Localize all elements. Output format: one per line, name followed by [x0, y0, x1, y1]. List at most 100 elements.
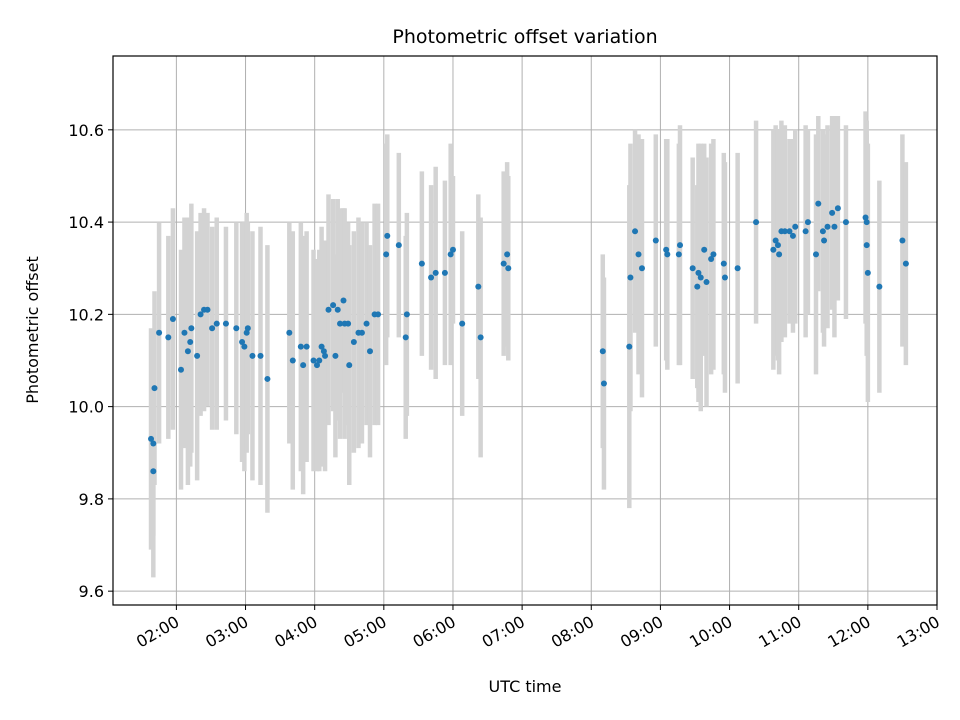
- data-point: [829, 209, 836, 216]
- data-point: [209, 325, 216, 332]
- y-tick-label: 10.4: [68, 213, 104, 232]
- data-point: [459, 320, 466, 327]
- x-tick-label: 02:00: [133, 612, 182, 652]
- data-point: [286, 329, 293, 336]
- data-point: [635, 251, 642, 258]
- y-tick-label: 10.0: [68, 398, 104, 417]
- data-point: [862, 214, 869, 221]
- x-axis-label: UTC time: [489, 677, 562, 696]
- data-point: [815, 200, 822, 207]
- data-point: [504, 251, 511, 258]
- data-point: [241, 343, 248, 350]
- data-point: [776, 251, 783, 258]
- data-point: [834, 205, 841, 212]
- data-point: [243, 329, 250, 336]
- data-point: [300, 362, 307, 369]
- data-point: [599, 348, 606, 355]
- data-point: [345, 320, 352, 327]
- data-point: [477, 334, 484, 341]
- data-point: [824, 223, 831, 230]
- data-point: [222, 320, 229, 327]
- data-point: [257, 352, 264, 359]
- data-point: [213, 320, 220, 327]
- data-point: [821, 237, 828, 244]
- data-point: [703, 279, 710, 286]
- data-point: [812, 251, 819, 258]
- data-point: [899, 237, 906, 244]
- data-point: [366, 348, 373, 355]
- data-point: [638, 265, 645, 272]
- data-point: [150, 440, 157, 447]
- data-point: [148, 435, 155, 442]
- data-point: [772, 237, 779, 244]
- data-point: [449, 246, 456, 253]
- data-point: [313, 362, 320, 369]
- data-point: [689, 265, 696, 272]
- x-tick-label: 07:00: [479, 612, 528, 652]
- data-point: [150, 468, 157, 475]
- data-point: [340, 297, 347, 304]
- data-point: [363, 320, 370, 327]
- data-point: [320, 348, 327, 355]
- data-point: [697, 274, 704, 281]
- data-point: [441, 269, 448, 276]
- data-point: [652, 237, 659, 244]
- data-point: [600, 380, 607, 387]
- y-tick-label: 9.6: [79, 582, 104, 601]
- data-point: [297, 343, 304, 350]
- data-point: [792, 223, 799, 230]
- x-axis: 02:00 03:00 04:00 05:00 06:00 07:00 08:00 09:00…: [133, 605, 943, 652]
- data-point: [902, 260, 909, 267]
- data-point: [786, 228, 793, 235]
- data-point: [358, 329, 365, 336]
- data-point: [322, 352, 329, 359]
- data-point: [627, 274, 634, 281]
- data-point: [325, 306, 332, 313]
- x-tick-label: 12:00: [824, 612, 873, 652]
- y-tick-label: 10.2: [68, 305, 104, 324]
- errorbars: [148, 111, 909, 578]
- data-point: [402, 334, 409, 341]
- data-point: [337, 320, 344, 327]
- data-point: [194, 352, 201, 359]
- data-point: [863, 242, 870, 249]
- y-tick-label: 9.8: [79, 490, 104, 509]
- data-point: [677, 242, 684, 249]
- data-point: [626, 343, 633, 350]
- plot-frame: [112, 55, 938, 606]
- data-point: [734, 265, 741, 272]
- data-point: [842, 219, 849, 226]
- data-point: [249, 352, 256, 359]
- data-point: [346, 362, 353, 369]
- data-point: [695, 269, 702, 276]
- data-point: [332, 352, 339, 359]
- data-point: [403, 311, 410, 318]
- data-point: [188, 325, 195, 332]
- data-point: [675, 251, 682, 258]
- data-point: [316, 357, 323, 364]
- data-point: [239, 339, 246, 346]
- data-point: [432, 269, 439, 276]
- data-point: [447, 251, 454, 258]
- data-point: [789, 232, 796, 239]
- x-tick-label: 09:00: [617, 612, 666, 652]
- data-point: [151, 385, 158, 392]
- data-point: [169, 315, 176, 322]
- data-point: [721, 274, 728, 281]
- data-point: [383, 251, 390, 258]
- y-axis: 9.6 9.8 10.0 10.2 10.4 10.6: [68, 121, 113, 601]
- data-point: [863, 219, 870, 226]
- data-points: [148, 200, 909, 475]
- x-tick-label: 10:00: [686, 612, 735, 652]
- data-point: [781, 228, 788, 235]
- data-point: [177, 366, 184, 373]
- data-point: [694, 283, 701, 290]
- x-tick-label: 06:00: [410, 612, 459, 652]
- data-point: [710, 251, 717, 258]
- data-point: [831, 223, 838, 230]
- data-point: [303, 343, 310, 350]
- data-point: [197, 311, 204, 318]
- data-point: [244, 325, 251, 332]
- data-point: [310, 357, 317, 364]
